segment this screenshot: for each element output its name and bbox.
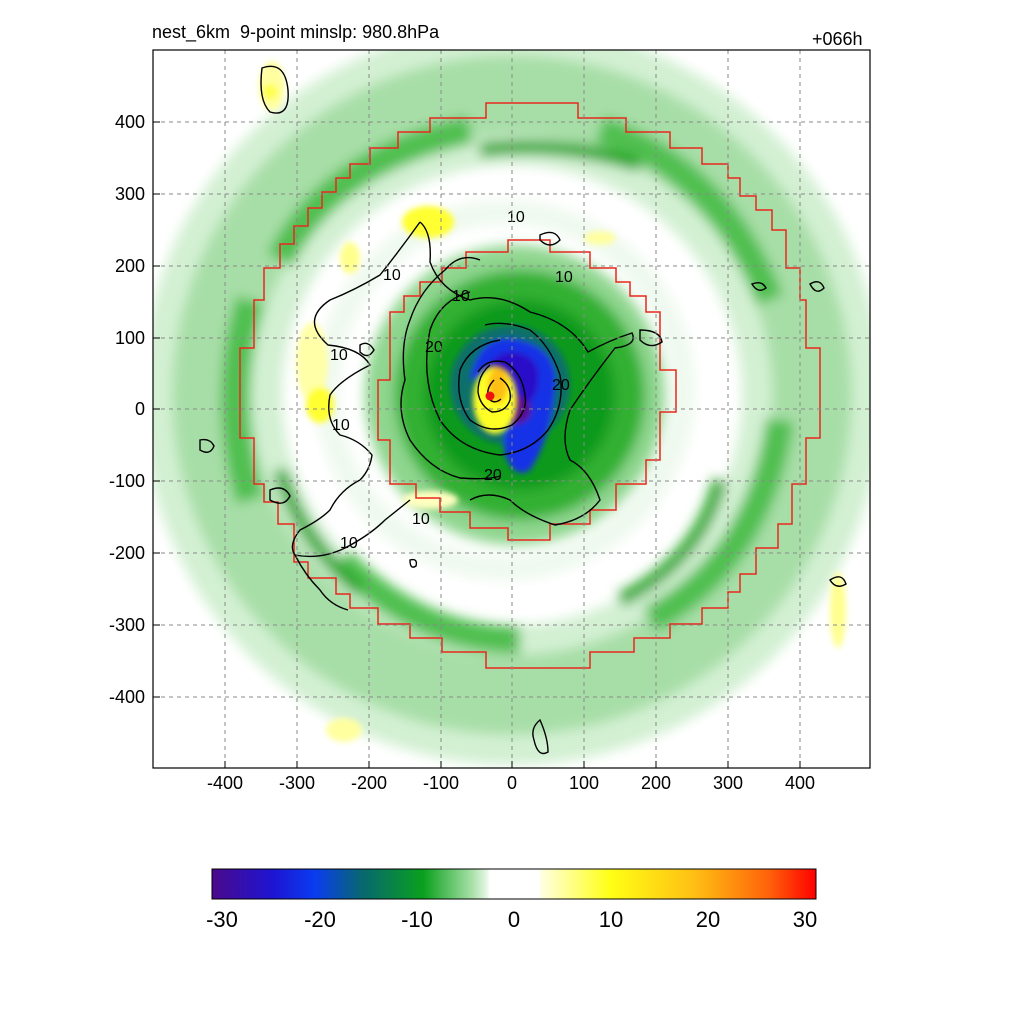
x-tick-label: -400	[207, 773, 243, 793]
colorbar-tick-label: -20	[304, 907, 336, 932]
y-tick-label: -400	[109, 687, 145, 707]
y-tick-label: 100	[115, 328, 145, 348]
contour-label: 10	[340, 535, 358, 552]
contour-label: 20	[425, 339, 443, 356]
shaded-field	[153, 50, 870, 768]
contour-lines	[199, 65, 847, 755]
y-tick-label: -200	[109, 543, 145, 563]
storm-center-marker	[485, 391, 495, 401]
inner-boundary-line	[377, 239, 677, 541]
y-tick-labels: 400 300 200 100 0 -100 -200 -300 -400	[109, 112, 145, 707]
x-tick-label: 0	[507, 773, 517, 793]
y-tick-label: 200	[115, 256, 145, 276]
colorbar: -30 -20 -10 0 10 20 30	[206, 868, 817, 932]
contour-labels: 10 10 10 10 20 20 20 10 10 10 10	[330, 209, 573, 552]
contour-label: 20	[484, 467, 502, 484]
colorbar-tick-label: 10	[599, 907, 623, 932]
x-tick-label: 300	[713, 773, 743, 793]
x-tick-label: 200	[641, 773, 671, 793]
x-tick-label: -100	[423, 773, 459, 793]
colorbar-tick-label: -10	[401, 907, 433, 932]
contour-label: 20	[552, 377, 570, 394]
contour-label: 10	[330, 347, 348, 364]
contour-label: 10	[332, 417, 350, 434]
colorbar-gradient	[211, 868, 817, 900]
x-tick-label: 100	[569, 773, 599, 793]
contour-label: 10	[412, 511, 430, 528]
y-tick-label: -300	[109, 615, 145, 635]
title-left: nest_6km 9-point minslp: 980.8hPa	[152, 22, 440, 42]
x-tick-label: 400	[785, 773, 815, 793]
tick-marks	[153, 121, 801, 768]
outer-boundary-line	[239, 102, 821, 669]
contour-label: 10	[452, 288, 470, 305]
y-tick-label: 400	[115, 112, 145, 132]
x-tick-label: -300	[279, 773, 315, 793]
x-tick-label: -200	[351, 773, 387, 793]
colorbar-tick-label: 30	[793, 907, 817, 932]
colorbar-tick-label: -30	[206, 907, 238, 932]
y-tick-label: 300	[115, 184, 145, 204]
title-right: +066h	[812, 29, 863, 49]
contour-label: 10	[555, 269, 573, 286]
colorbar-tick-label: 0	[508, 907, 520, 932]
contour-label: 10	[383, 267, 401, 284]
y-tick-label: -100	[109, 471, 145, 491]
colorbar-tick-labels: -30 -20 -10 0 10 20 30	[206, 907, 817, 932]
x-tick-labels: -400 -300 -200 -100 0 100 200 300 400	[207, 773, 815, 793]
colorbar-tick-label: 20	[696, 907, 720, 932]
y-tick-label: 0	[135, 399, 145, 419]
contour-label: 10	[507, 209, 525, 226]
